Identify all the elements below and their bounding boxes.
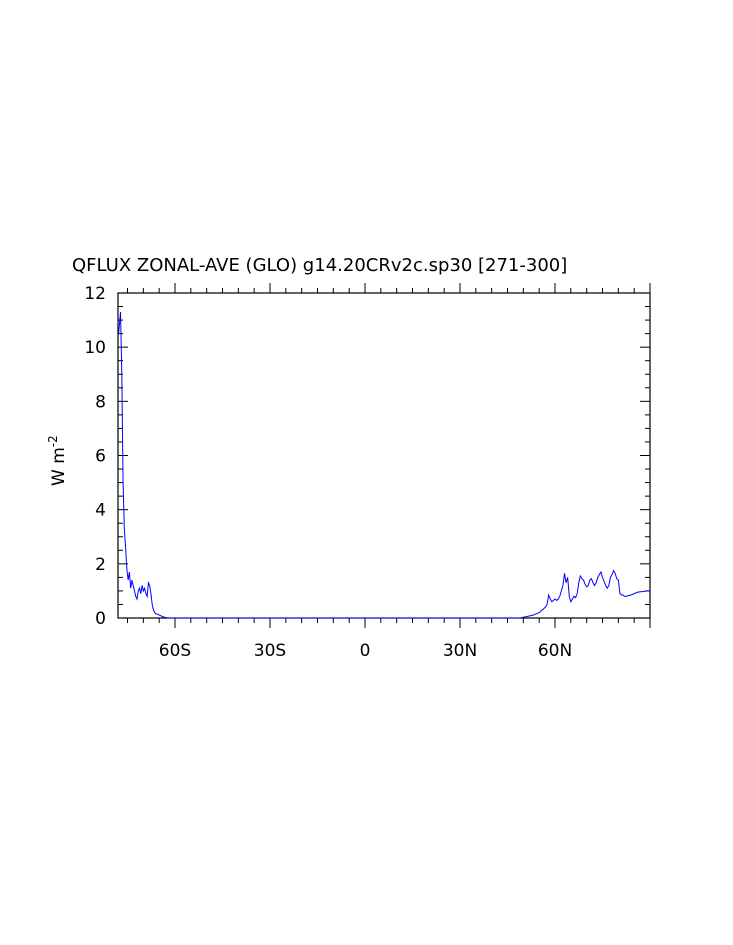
y-tick-label: 10: [84, 338, 106, 358]
y-tick-label: 8: [95, 392, 106, 412]
chart-title: QFLUX ZONAL-AVE (GLO) g14.20CRv2c.sp30 […: [72, 255, 567, 276]
y-tick-label: 6: [95, 447, 106, 467]
x-tick-label: 60S: [159, 641, 191, 661]
x-tick-label: 0: [360, 641, 371, 661]
y-tick-label: 12: [84, 284, 106, 304]
y-axis-label-superscript: -2: [46, 435, 60, 447]
x-tick-label: 60N: [538, 641, 572, 661]
series-line: [118, 311, 650, 619]
y-axis-label-text: W m: [49, 447, 69, 486]
y-axis-label: W m-2: [46, 435, 69, 486]
x-axis: 60S 30S 0 30N 60N: [127, 283, 651, 661]
x-tick-label: 30S: [254, 641, 286, 661]
plot-frame: [117, 292, 651, 619]
x-tick-label: 30N: [443, 641, 477, 661]
y-axis: 0 2 4 6 8 10 12: [84, 284, 650, 629]
y-tick-label: 0: [95, 609, 106, 629]
y-tick-label: 2: [95, 555, 106, 575]
y-tick-label: 4: [95, 501, 106, 521]
